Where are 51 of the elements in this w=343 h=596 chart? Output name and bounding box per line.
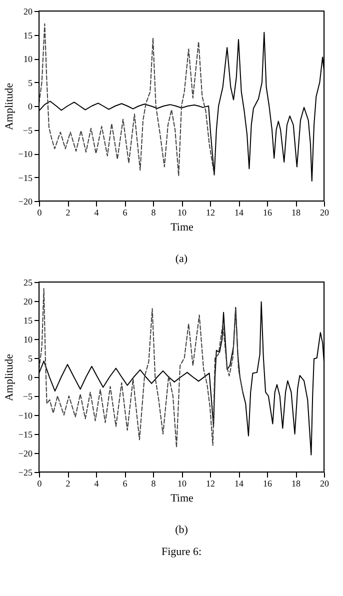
x-tick-label: 8 [151, 208, 156, 218]
y-tick-label: 10 [24, 334, 33, 344]
line-series [39, 23, 215, 176]
y-tick-label: −10 [18, 410, 33, 420]
y-tick-label: −20 [18, 448, 33, 458]
y-tick-label: −25 [18, 468, 33, 478]
y-tick-label: −10 [18, 149, 33, 159]
y-tick-label: −20 [18, 196, 33, 206]
y-tick-label: 0 [28, 372, 33, 382]
y-axis-title: Amplitude [3, 354, 16, 402]
y-tick-label: 10 [24, 54, 33, 64]
x-axis-title: Time [170, 222, 194, 234]
x-tick-label: 0 [37, 208, 42, 218]
text: (a) [175, 253, 188, 265]
y-tick-label: 20 [24, 6, 33, 16]
x-tick-label: 4 [94, 208, 100, 218]
y-tick-label: 15 [24, 30, 33, 40]
x-tick-label: 10 [178, 478, 187, 488]
y-tick-label: 5 [28, 78, 33, 88]
x-tick-label: 2 [66, 478, 70, 488]
x-tick-label: 4 [94, 478, 100, 488]
x-tick-label: 18 [292, 478, 301, 488]
y-tick-label: 25 [24, 278, 33, 288]
line-series [39, 288, 244, 448]
x-tick-label: 12 [206, 478, 215, 488]
x-tick-label: 20 [320, 478, 330, 488]
x-tick-label: 16 [263, 208, 272, 218]
text: (b) [175, 524, 188, 536]
caption: Figure 6: [161, 546, 202, 558]
x-tick-label: 2 [66, 208, 70, 218]
y-tick-label: 15 [24, 316, 33, 326]
x-tick-label: 16 [263, 478, 272, 488]
x-axis-title: Time [170, 492, 194, 504]
y-tick-label: 20 [24, 296, 33, 306]
y-tick-label: −5 [22, 125, 33, 136]
x-tick-label: 0 [37, 478, 42, 488]
x-tick-label: 12 [206, 208, 215, 218]
y-tick-label: −15 [18, 430, 33, 440]
y-tick-label: 0 [28, 102, 33, 112]
x-tick-label: 6 [122, 478, 128, 488]
x-tick-label: 10 [178, 208, 187, 218]
y-tick-label: 5 [28, 354, 33, 364]
x-tick-label: 14 [234, 208, 244, 218]
y-tick-label: −15 [18, 172, 33, 183]
y-tick-label: −5 [22, 392, 33, 402]
x-tick-label: 14 [234, 478, 244, 488]
x-tick-label: 6 [122, 208, 128, 218]
y-axis-title: Amplitude [3, 82, 16, 130]
x-tick-label: 8 [151, 478, 156, 488]
x-tick-label: 18 [292, 208, 301, 218]
x-tick-label: 20 [320, 208, 330, 218]
